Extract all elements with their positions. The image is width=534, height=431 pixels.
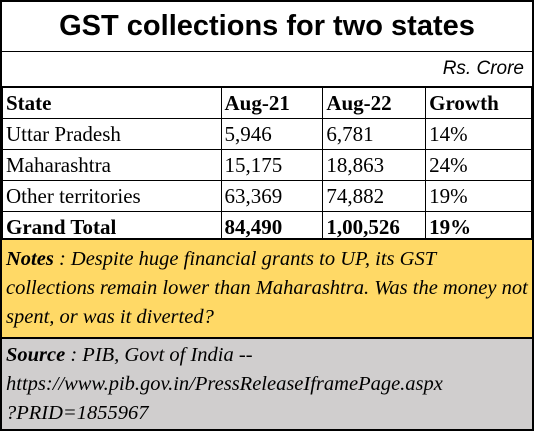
cell-aug-22: 18,863	[322, 149, 427, 181]
column-header-state: State	[2, 87, 222, 119]
table-title: GST collections for two states	[2, 2, 532, 52]
cell-growth: 24%	[425, 149, 532, 181]
notes-box: Notes : Despite huge financial grants to…	[2, 238, 532, 339]
table-row: Uttar Pradesh 5,946 6,781 14%	[2, 118, 532, 150]
cell-state: Uttar Pradesh	[2, 118, 222, 150]
source-url-line-2: ?PRID=1855967	[6, 402, 149, 424]
column-header-aug-21: Aug-21	[220, 87, 324, 119]
cell-state: Maharashtra	[2, 149, 222, 181]
notes-text: : Despite huge financial grants to UP, i…	[6, 248, 528, 328]
source-url-line-1: https://www.pib.gov.in/PressReleaseIfram…	[6, 373, 443, 395]
unit-label: Rs. Crore	[442, 58, 524, 79]
unit-label-row: Rs. Crore	[2, 52, 532, 87]
cell-aug-21: 15,175	[220, 149, 324, 181]
cell-growth: 14%	[425, 118, 532, 150]
column-header-growth: Growth	[425, 87, 532, 119]
source-label: Source	[6, 344, 66, 366]
source-line: Source : PIB, Govt of India --	[6, 341, 528, 370]
cell-aug-22: 6,781	[322, 118, 427, 150]
cell-state: Other territories	[2, 180, 222, 212]
source-box: Source : PIB, Govt of India -- https://w…	[2, 339, 532, 429]
table-row: Other territories 63,369 74,882 19%	[2, 180, 532, 212]
source-text: : PIB, Govt of India --	[65, 344, 253, 366]
total-aug-21: 84,490	[220, 211, 324, 243]
total-label: Grand Total	[2, 211, 222, 243]
column-header-aug-22: Aug-22	[322, 87, 427, 119]
cell-aug-22: 74,882	[322, 180, 427, 212]
cell-aug-21: 63,369	[220, 180, 324, 212]
notes-label: Notes	[6, 248, 54, 270]
cell-growth: 19%	[425, 180, 532, 212]
total-aug-22: 1,00,526	[322, 211, 427, 243]
header-row: State Aug-21 Aug-22 Growth	[2, 87, 532, 119]
gst-data-table: State Aug-21 Aug-22 Growth Uttar Pradesh…	[2, 87, 532, 243]
table-row: Maharashtra 15,175 18,863 24%	[2, 149, 532, 181]
cell-aug-21: 5,946	[220, 118, 324, 150]
